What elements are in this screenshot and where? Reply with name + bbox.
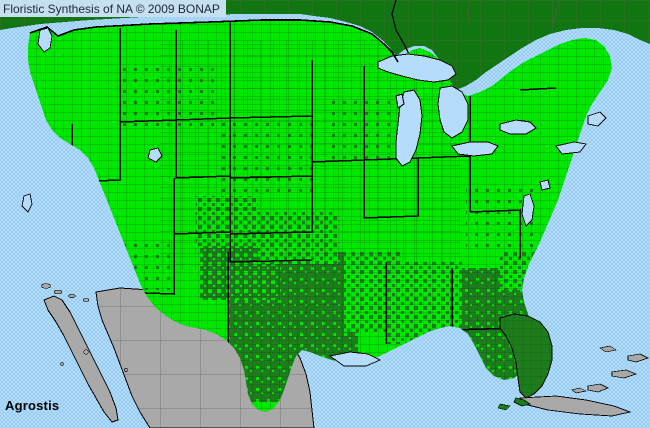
taxon-name-label: Agrostis xyxy=(5,398,60,413)
region-florida xyxy=(497,313,553,411)
channel-islands xyxy=(40,283,90,302)
us-national-border xyxy=(29,19,399,63)
map-title-text: Floristic Synthesis of NA © 2009 BONAP xyxy=(3,1,220,16)
map-title-banner: Floristic Synthesis of NA © 2009 BONAP xyxy=(0,0,226,17)
